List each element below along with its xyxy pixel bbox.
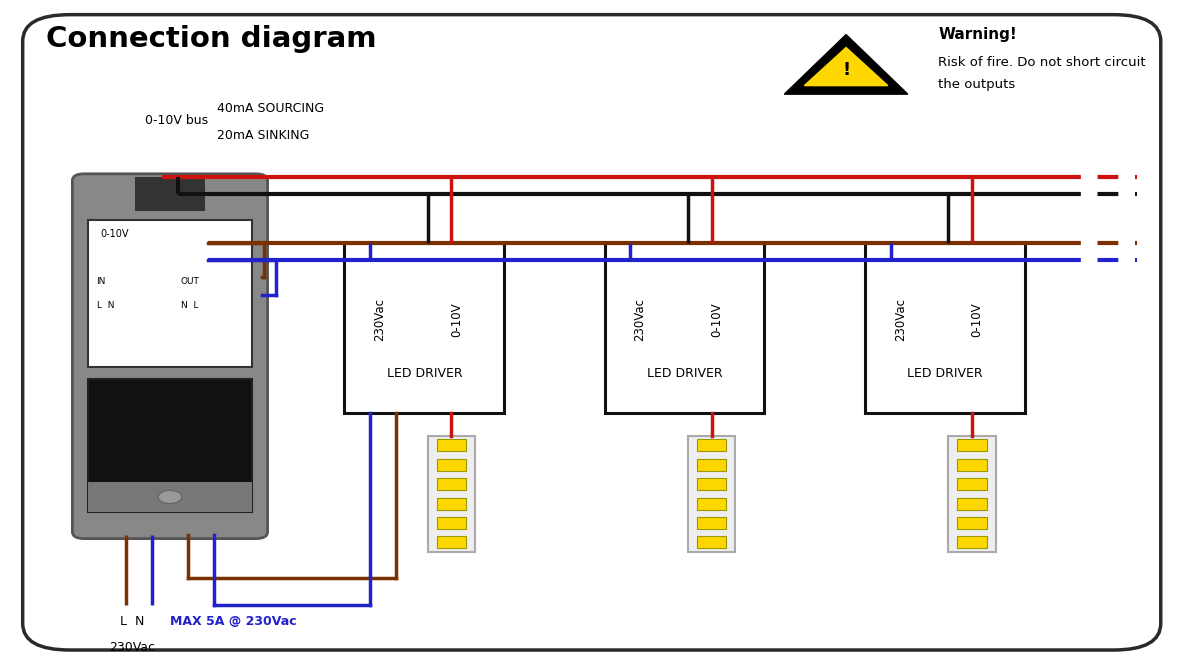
Text: 0-10V: 0-10V <box>450 302 463 337</box>
Bar <box>437 459 466 471</box>
Text: Connection diagram: Connection diagram <box>47 25 377 53</box>
Bar <box>437 478 466 490</box>
Text: LED DRIVER: LED DRIVER <box>647 367 722 380</box>
Bar <box>437 440 466 452</box>
Text: 230Vac: 230Vac <box>373 298 386 341</box>
Text: 40mA SOURCING: 40mA SOURCING <box>217 103 324 115</box>
Bar <box>865 244 1025 412</box>
Text: L  N: L N <box>120 615 144 628</box>
Bar <box>428 436 475 552</box>
Polygon shape <box>785 35 908 94</box>
Bar <box>88 380 252 512</box>
Bar <box>948 436 996 552</box>
Bar <box>958 536 986 548</box>
Text: OUT: OUT <box>181 278 200 286</box>
Bar <box>697 440 726 452</box>
Text: 0-10V: 0-10V <box>710 302 724 337</box>
Bar <box>136 177 205 211</box>
Text: 0-10V bus: 0-10V bus <box>145 115 209 127</box>
Bar <box>437 498 466 509</box>
Text: Warning!: Warning! <box>938 27 1018 42</box>
Bar <box>697 517 726 529</box>
Text: 0-10V: 0-10V <box>101 229 128 239</box>
Text: MAX 5A @ 230Vac: MAX 5A @ 230Vac <box>170 615 296 628</box>
Text: L  N: L N <box>97 301 114 310</box>
Text: LED DRIVER: LED DRIVER <box>386 367 462 380</box>
Bar <box>697 536 726 548</box>
Bar <box>437 517 466 529</box>
Text: 0-10V: 0-10V <box>971 302 983 337</box>
Text: N  L: N L <box>181 301 198 310</box>
Bar <box>88 220 252 367</box>
Polygon shape <box>804 47 888 86</box>
Bar <box>697 459 726 471</box>
Text: 230Vac: 230Vac <box>109 641 155 655</box>
Bar <box>605 244 764 412</box>
Text: !: ! <box>842 61 850 79</box>
FancyBboxPatch shape <box>23 15 1160 650</box>
Text: 20mA SINKING: 20mA SINKING <box>217 129 310 142</box>
Bar <box>697 498 726 509</box>
Bar <box>958 498 986 509</box>
Circle shape <box>158 490 182 503</box>
Bar <box>958 478 986 490</box>
Text: LED DRIVER: LED DRIVER <box>907 367 983 380</box>
Text: 230Vac: 230Vac <box>894 298 907 341</box>
Bar <box>958 517 986 529</box>
Bar <box>88 482 252 512</box>
Bar <box>344 244 504 412</box>
Bar <box>958 459 986 471</box>
Bar <box>958 440 986 452</box>
Text: 230Vac: 230Vac <box>634 298 647 341</box>
Text: IN: IN <box>97 278 106 286</box>
FancyBboxPatch shape <box>72 174 268 539</box>
Bar <box>697 478 726 490</box>
Bar <box>688 436 736 552</box>
Bar <box>437 536 466 548</box>
Text: Risk of fire. Do not short circuit: Risk of fire. Do not short circuit <box>938 56 1146 69</box>
Text: the outputs: the outputs <box>938 79 1015 91</box>
